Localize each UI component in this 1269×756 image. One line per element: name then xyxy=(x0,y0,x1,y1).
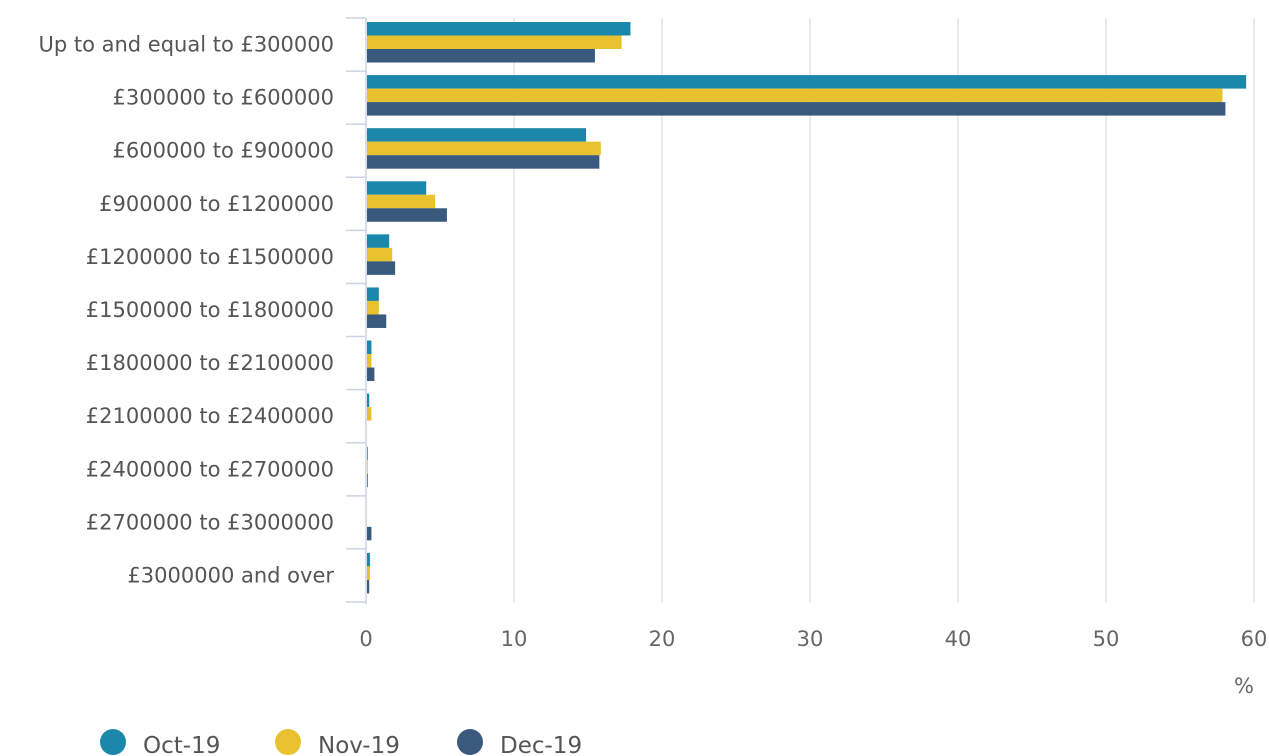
y-axis xyxy=(346,17,367,604)
category-label: £900000 to £1200000 xyxy=(99,192,334,216)
category-label: £1800000 to £2100000 xyxy=(86,351,334,375)
legend-swatch xyxy=(100,729,126,755)
legend-item-oct-19[interactable]: Oct-19 xyxy=(100,729,220,756)
legend-swatch xyxy=(275,729,301,755)
legend-item-nov-19[interactable]: Nov-19 xyxy=(275,729,400,756)
bars xyxy=(367,22,1247,594)
bar-oct-19-8 xyxy=(367,446,368,461)
category-label: £300000 to £600000 xyxy=(113,86,334,110)
category-label: £3000000 and over xyxy=(127,563,334,587)
bar-nov-19-2 xyxy=(367,141,601,156)
bar-oct-19-10 xyxy=(367,552,370,567)
legend-label: Oct-19 xyxy=(143,733,220,756)
bar-oct-19-6 xyxy=(367,340,372,355)
legend-label: Nov-19 xyxy=(318,733,400,756)
bar-oct-19-0 xyxy=(367,22,631,36)
x-tick-label: 10 xyxy=(501,627,528,651)
bar-dec-19-10 xyxy=(367,579,370,594)
bar-nov-19-6 xyxy=(367,354,372,368)
x-tick-labels: 0 10 20 30 40 50 60 xyxy=(359,627,1267,651)
bar-dec-19-4 xyxy=(367,261,396,275)
x-tick-label: 60 xyxy=(1241,627,1268,651)
bar-dec-19-1 xyxy=(367,102,1226,116)
category-label: £1200000 to £1500000 xyxy=(86,245,334,269)
category-label: £2700000 to £3000000 xyxy=(86,510,334,534)
x-axis-unit-label: % xyxy=(1234,674,1254,698)
bar-dec-19-9 xyxy=(367,526,372,541)
bar-nov-19-4 xyxy=(367,247,393,262)
bar-nov-19-7 xyxy=(367,407,372,421)
x-tick-label: 20 xyxy=(649,627,676,651)
bar-dec-19-8 xyxy=(367,473,368,488)
category-label: £2100000 to £2400000 xyxy=(86,404,334,428)
legend-item-dec-19[interactable]: Dec-19 xyxy=(457,729,582,756)
category-label: £2400000 to £2700000 xyxy=(86,457,334,481)
legend-label: Dec-19 xyxy=(500,733,582,756)
x-tick-label: 40 xyxy=(945,627,972,651)
bar-nov-19-0 xyxy=(367,35,622,49)
bar-oct-19-1 xyxy=(367,75,1247,89)
x-tick-label: 50 xyxy=(1093,627,1120,651)
category-labels: Up to and equal to £300000 £300000 to £60… xyxy=(38,33,334,588)
category-label: £1500000 to £1800000 xyxy=(86,298,334,322)
category-label: Up to and equal to £300000 xyxy=(38,33,334,57)
bar-nov-19-3 xyxy=(367,194,436,209)
bar-oct-19-4 xyxy=(367,234,390,248)
bar-nov-19-1 xyxy=(367,88,1223,103)
x-tick-label: 0 xyxy=(359,627,372,651)
legend: Oct-19 Nov-19 Dec-19 xyxy=(100,729,582,756)
category-label: £600000 to £900000 xyxy=(113,139,334,163)
bar-dec-19-3 xyxy=(367,208,447,222)
bar-oct-19-5 xyxy=(367,287,379,301)
bar-oct-19-2 xyxy=(367,128,587,142)
bar-nov-19-8 xyxy=(367,460,368,474)
bar-dec-19-2 xyxy=(367,155,600,169)
x-tick-label: 30 xyxy=(797,627,824,651)
bar-oct-19-7 xyxy=(367,393,370,408)
bar-dec-19-6 xyxy=(367,367,375,382)
bar-oct-19-3 xyxy=(367,181,427,195)
bar-dec-19-0 xyxy=(367,49,595,63)
bar-nov-19-10 xyxy=(367,566,370,580)
legend-swatch xyxy=(457,729,483,755)
bar-nov-19-5 xyxy=(367,300,379,315)
bar-dec-19-5 xyxy=(367,314,387,328)
